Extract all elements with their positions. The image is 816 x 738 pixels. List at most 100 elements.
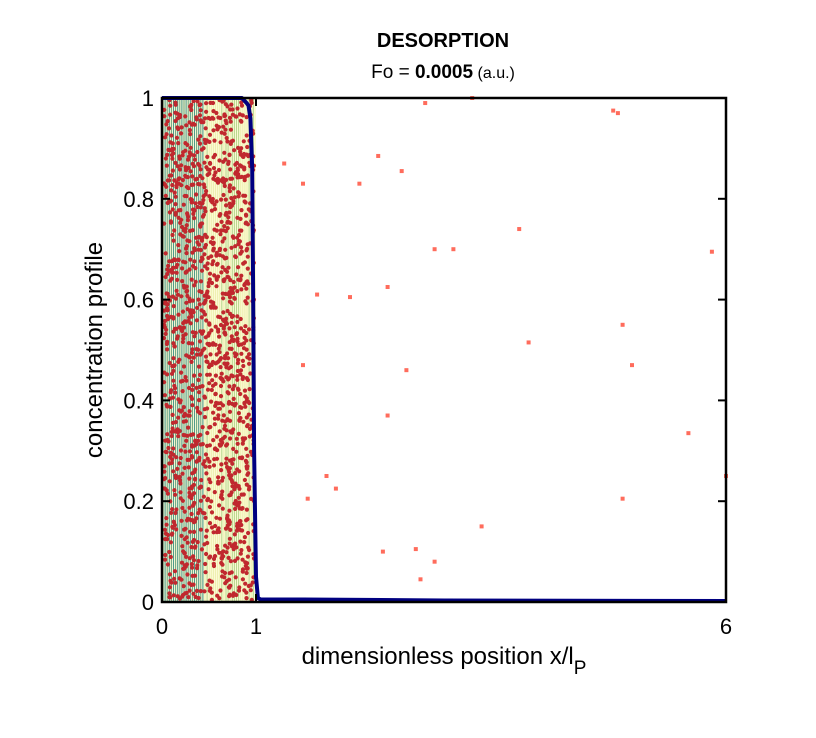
particle-dot — [241, 341, 247, 346]
particle-dot — [226, 555, 231, 561]
particle-dot — [238, 216, 243, 221]
particle-dot — [216, 479, 221, 484]
particle-dot — [180, 544, 185, 549]
particle-dot — [164, 341, 169, 347]
particle-dot — [245, 424, 250, 429]
particle-dot — [236, 411, 241, 416]
particle-dot — [206, 284, 211, 289]
particle-dot — [180, 594, 185, 599]
particle-dot — [223, 419, 228, 424]
particle-dot — [185, 175, 190, 180]
particle-dot — [205, 582, 210, 588]
particle-dot — [231, 235, 236, 240]
particle-dot — [224, 375, 229, 380]
particle-dot — [222, 131, 227, 136]
particle-dot — [240, 358, 245, 363]
particle-dot — [183, 270, 188, 275]
particle-dot — [244, 518, 249, 523]
particle-dot — [192, 500, 197, 505]
particle-dot — [187, 409, 192, 414]
particle-dot — [204, 471, 209, 476]
y-tick-label: 0.6 — [123, 288, 154, 313]
particle-dot — [165, 119, 170, 124]
particle-dot — [205, 387, 211, 392]
particle-dot — [236, 484, 241, 489]
particle-dot — [205, 289, 210, 294]
particle-dot — [228, 583, 233, 588]
particle-dot — [188, 308, 193, 313]
particle-dot — [189, 359, 194, 364]
particle-dot — [181, 336, 186, 341]
particle-dot — [218, 588, 223, 593]
particle-dot — [207, 322, 212, 327]
particle-dot — [177, 408, 182, 413]
particle-dot — [235, 526, 240, 532]
particle-dot — [222, 575, 227, 580]
particle-dot — [244, 460, 249, 465]
particle-dot — [240, 577, 245, 582]
particle-dot — [211, 155, 216, 160]
particle-dot — [165, 562, 170, 567]
particle-dot — [196, 234, 202, 239]
particle-dot — [212, 490, 217, 495]
particle-dot — [192, 247, 198, 253]
particle-dot — [202, 264, 208, 269]
particle-dot — [233, 506, 238, 511]
particle-dot — [193, 467, 198, 472]
particle-dot — [216, 329, 221, 334]
particle-dot — [221, 326, 226, 331]
particle-dot — [203, 232, 208, 237]
particle-dot — [236, 387, 241, 392]
particle-dot — [173, 390, 178, 395]
particle-dot — [244, 286, 249, 291]
particle-dot — [179, 125, 184, 130]
axis-ticks: 0 1 6 0 0.2 0.4 0.6 0.8 1 — [123, 86, 732, 639]
particle-dot — [209, 525, 215, 530]
particle-dot — [210, 115, 215, 120]
particle-dot — [180, 153, 185, 158]
particle-dot — [217, 350, 222, 355]
particle-dot — [218, 228, 224, 233]
escaped-particle — [620, 496, 625, 501]
particle-dot — [165, 491, 170, 496]
particle-dot — [236, 495, 241, 500]
particle-dot — [231, 186, 236, 191]
particle-dot — [165, 432, 170, 437]
chart-subtitle: Fo = 0.0005 (a.u.) — [371, 62, 515, 83]
particle-dot — [225, 390, 230, 395]
particle-dot — [223, 127, 228, 132]
particle-dot — [248, 371, 253, 376]
particle-dot — [223, 197, 228, 202]
particle-dot — [190, 565, 195, 570]
y-tick-label: 1 — [142, 86, 154, 111]
particle-dot — [197, 182, 202, 187]
particle-dot — [207, 425, 212, 430]
particle-dot — [227, 508, 232, 513]
particle-dot — [195, 240, 200, 245]
particle-dot — [187, 128, 192, 133]
particle-dot — [228, 119, 233, 124]
particle-dot — [217, 343, 222, 348]
particle-dot — [238, 149, 243, 154]
particle-dot — [229, 334, 234, 339]
particle-dot — [191, 164, 197, 169]
particle-dot — [227, 571, 232, 576]
particle-dot — [169, 198, 174, 203]
particle-dot — [205, 456, 210, 461]
particle-dot — [175, 116, 180, 121]
particle-dot — [244, 280, 249, 285]
particle-dot — [205, 406, 210, 411]
particle-dot — [169, 188, 174, 193]
particle-dot — [201, 197, 206, 203]
particle-dot — [229, 301, 234, 306]
particle-dot — [216, 314, 221, 319]
particle-dot — [226, 161, 231, 166]
particle-dot — [227, 346, 232, 351]
particle-dot — [205, 154, 210, 159]
particle-dot — [221, 180, 227, 185]
particle-dot — [230, 593, 236, 598]
particle-dot — [208, 299, 214, 304]
escaped-particle — [399, 169, 404, 174]
particle-dot — [177, 167, 182, 172]
particle-dot — [168, 578, 173, 583]
